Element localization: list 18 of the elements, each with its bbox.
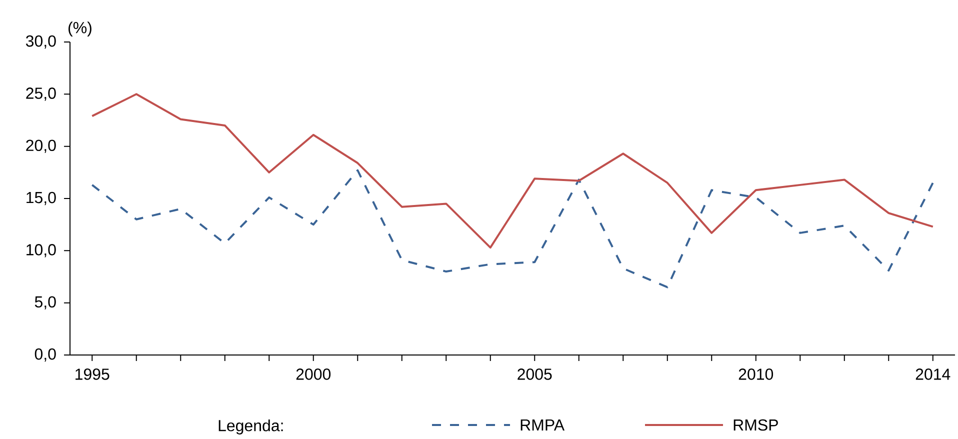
x-tick-label: 2010 xyxy=(738,368,774,380)
y-tick-label: 30,0 xyxy=(26,35,56,49)
x-tick-label: 2005 xyxy=(518,368,552,380)
x-tick-label: 2000 xyxy=(296,368,331,380)
y-tick-label: 15,0 xyxy=(26,192,56,206)
legend-label: RMPA xyxy=(520,419,565,431)
x-tick-label: 2014 xyxy=(916,368,950,380)
x-tick-label: 1995 xyxy=(76,368,110,380)
legend-title: Legenda: xyxy=(218,420,283,434)
y-tick-label: 0,0 xyxy=(34,348,56,362)
y-tick-label: 20,0 xyxy=(26,140,56,153)
y-tick-label: 25,0 xyxy=(26,88,56,101)
y-tick-label: 5,0 xyxy=(34,296,56,310)
y-axis-title: (%) xyxy=(68,22,92,36)
line-series xyxy=(91,93,934,249)
y-tick-label: 10,0 xyxy=(26,244,56,258)
legend-label: RMSP xyxy=(734,419,778,431)
line-series xyxy=(91,169,934,288)
